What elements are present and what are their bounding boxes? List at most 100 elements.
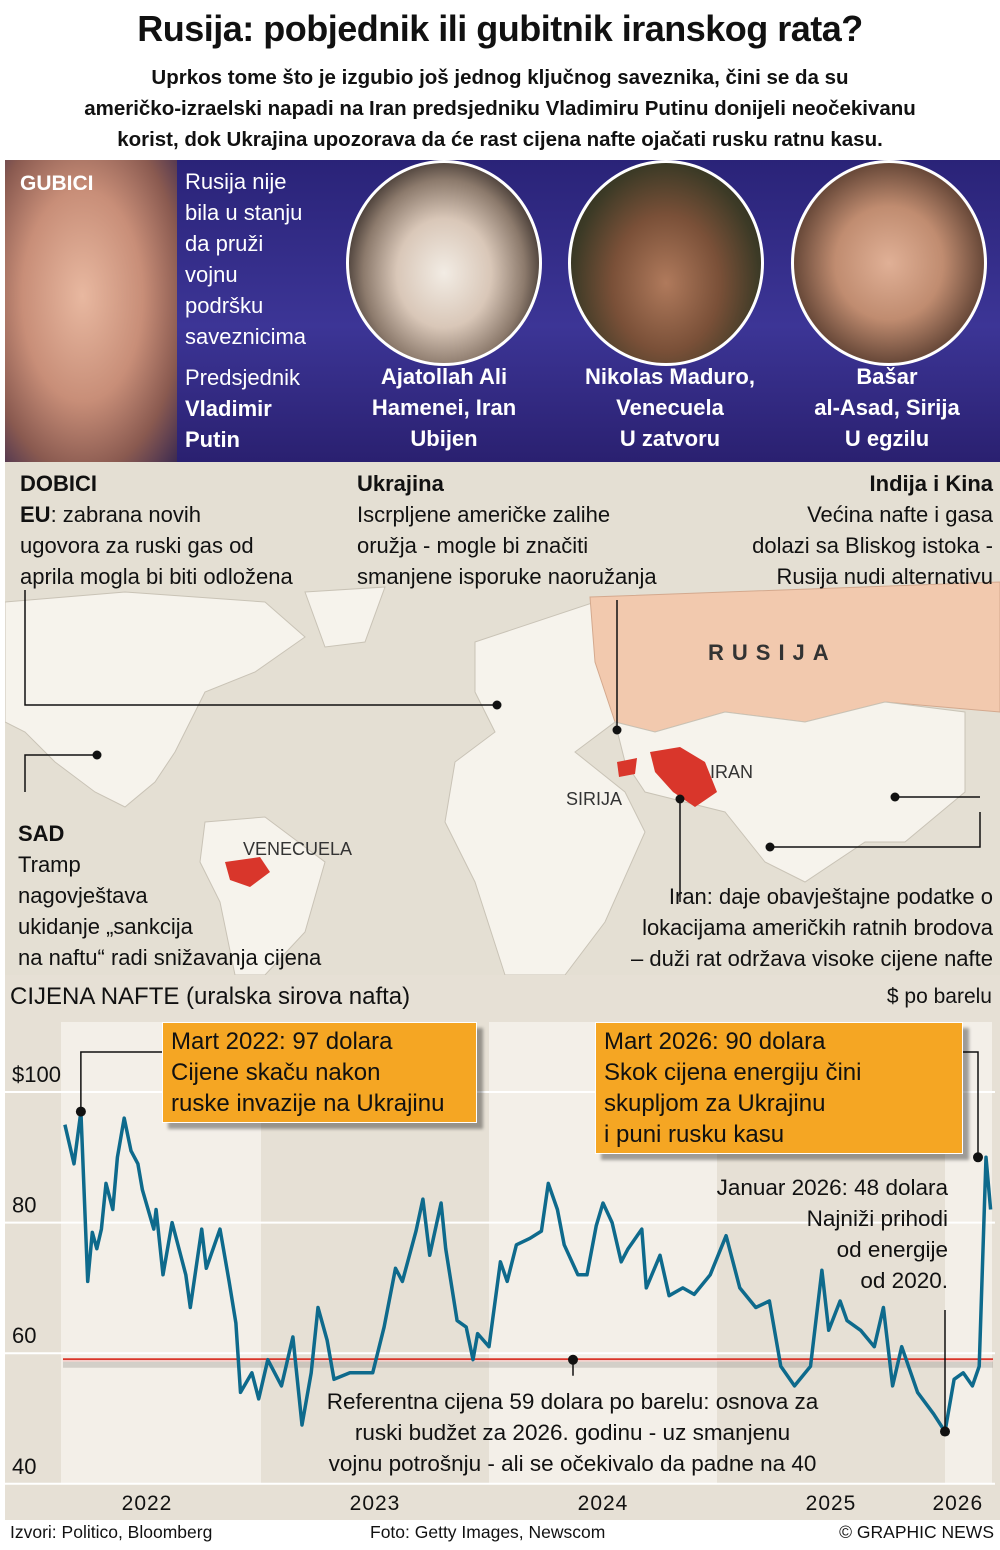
page-title: Rusija: pobjednik ili gubitnik iranskog … xyxy=(137,8,863,49)
losses-label: GUBICI xyxy=(20,172,94,195)
annotation-box-2026: Mart 2026: 90 dolara Skok cijena energij… xyxy=(595,1022,963,1154)
text-line: Putin xyxy=(185,427,240,452)
assad-caption: Bašar al-Asad, Sirija U egzilu xyxy=(777,361,997,454)
y-tick-label: 60 xyxy=(12,1323,36,1348)
text-line: Bašar xyxy=(856,364,918,389)
text-line: Cijene skaču nakon xyxy=(171,1059,381,1086)
text-line: Rusija nudi alternativu xyxy=(776,564,993,589)
text-line: dolazi sa Bliskog istoka - xyxy=(752,533,993,558)
text-line: ugovora za ruski gas od xyxy=(20,533,254,558)
text-line: skupljom za Ukrajinu xyxy=(604,1090,826,1117)
leader-lines xyxy=(24,590,981,902)
text-line: vojnu xyxy=(185,262,238,287)
text-line: : zabrana novih xyxy=(50,502,201,527)
venezuela-shape xyxy=(225,857,270,887)
eu-label: EU xyxy=(20,502,51,527)
text-line: Većina nafte i gasa xyxy=(807,502,993,527)
iran-text: Iran: daje obavještajne podatke o lokaci… xyxy=(631,881,993,974)
subtitle-line: američko-izraelski napadi na Iran predsj… xyxy=(84,97,916,120)
maduro-caption: Nikolas Maduro, Venecuela U zatvoru xyxy=(560,361,780,454)
text-line: ruski budžet za 2026. godinu - uz smanje… xyxy=(354,1420,791,1445)
text-line: i puni rusku kasu xyxy=(604,1121,785,1148)
india-china-text: Indija i Kina Većina nafte i gasa dolazi… xyxy=(752,468,993,592)
text-line: lokacijama američkih ratnih brodova xyxy=(642,915,993,940)
text-line: od energije xyxy=(836,1237,948,1262)
text-line: Mart 2026: 90 dolara xyxy=(604,1028,826,1055)
text-line: Rusija nije xyxy=(185,169,287,194)
gains-label: DOBICI xyxy=(20,471,97,496)
x-tick-labels: 2022 2023 2024 2025 2026 xyxy=(122,1492,983,1515)
chart-unit: $ po barelu xyxy=(886,985,992,1008)
text-line: od 2020. xyxy=(860,1268,948,1293)
text-line: aprila mogla bi biti odložena xyxy=(20,564,293,589)
x-tick-label: 2023 xyxy=(350,1492,401,1515)
text-line: – duži rat održava visoke cijene nafte xyxy=(631,946,993,971)
y-tick-label: 40 xyxy=(12,1454,36,1479)
sources: Izvori: Politico, Bloomberg xyxy=(10,1522,213,1542)
ukraine-text: Ukrajina Iscrpljene američke zalihe oruž… xyxy=(357,468,657,592)
text-line: Referentna cijena 59 dolara po barelu: o… xyxy=(326,1389,819,1414)
map-shapes xyxy=(4,581,1000,976)
usa-title: SAD xyxy=(18,821,65,846)
maduro-photo xyxy=(568,160,764,366)
gridlines xyxy=(5,1091,995,1485)
syria-shape xyxy=(617,758,637,777)
footer: Izvori: Politico, Bloomberg Foto: Getty … xyxy=(0,1520,1000,1550)
text-line: oružja - mogle bi značiti xyxy=(357,533,589,558)
text-line: al-Asad, Sirija xyxy=(814,395,960,420)
north-america xyxy=(4,591,306,808)
annotation-leaders xyxy=(80,1051,979,1432)
x-tick-label: 2022 xyxy=(122,1492,173,1515)
dot-2026-peak xyxy=(973,1152,983,1163)
india-china-title: Indija i Kina xyxy=(869,471,993,496)
text-line: Iran: daje obavještajne podatke o xyxy=(668,884,993,909)
text-line: da pruži xyxy=(185,231,264,256)
price-line xyxy=(63,1109,993,1434)
map-dots xyxy=(92,700,900,852)
usa-text: SAD Tramp nagovještava ukidanje „sankcij… xyxy=(18,818,321,973)
x-tick-label: 2024 xyxy=(578,1492,629,1515)
text-line: Hamenei, Iran xyxy=(371,395,517,420)
text-line: U egzilu xyxy=(844,426,930,451)
x-tick-label: 2025 xyxy=(806,1492,857,1515)
text-line: Januar 2026: 48 dolara xyxy=(716,1175,948,1200)
khamenei-caption: Ajatollah Ali Hamenei, Iran Ubijen xyxy=(334,361,554,454)
text-line: nagovještava xyxy=(18,883,148,908)
russia-label: RUSIJA xyxy=(708,640,837,665)
losses-text: Rusija nije bila u stanju da pruži vojnu… xyxy=(185,166,306,352)
text-line: Tramp xyxy=(18,852,81,877)
subtitle-line: Uprkos tome što je izgubio još jednog kl… xyxy=(151,66,849,89)
x-tick-label: 2026 xyxy=(932,1492,983,1515)
text-line: vojnu potrošnju - ali se očekivalo da pa… xyxy=(328,1451,817,1476)
khamenei-photo xyxy=(346,160,542,366)
greenland xyxy=(304,586,386,648)
annotation-jan-2026: Januar 2026: 48 dolara Najniži prihodi o… xyxy=(717,1172,948,1296)
syria-label: SIRIJA xyxy=(566,789,623,809)
annotation-box-2022: Mart 2022: 97 dolara Cijene skaču nakon … xyxy=(162,1022,477,1123)
dot-reference xyxy=(568,1354,578,1365)
text-line: smanjene isporuke naoružanja xyxy=(357,564,657,589)
ukraine-title: Ukrajina xyxy=(357,471,444,496)
reference-annotation: Referentna cijena 59 dolara po barelu: o… xyxy=(250,1386,895,1479)
eu-text: EU: zabrana novih ugovora za ruski gas o… xyxy=(20,499,293,592)
world-map xyxy=(4,462,1000,976)
y-tick-labels: $100 80 60 40 xyxy=(12,1062,61,1479)
iran-label: IRAN xyxy=(710,762,754,782)
text-line: Nikolas Maduro, xyxy=(585,364,755,389)
y-tick-label: 80 xyxy=(12,1193,36,1218)
text-line: saveznicima xyxy=(185,324,307,349)
putin-photo xyxy=(5,160,177,462)
text-line: bila u stanju xyxy=(185,200,303,225)
text-line: Mart 2022: 97 dolara xyxy=(171,1028,393,1055)
photo-credit: Foto: Getty Images, Newscom xyxy=(370,1522,606,1542)
copyright: © GRAPHIC NEWS xyxy=(839,1522,994,1542)
x-axis-band xyxy=(5,1485,1000,1520)
text-line: Vladimir xyxy=(185,396,272,421)
venezuela-label: VENECUELA xyxy=(243,839,353,859)
asia xyxy=(614,701,966,883)
subtitle-line: korist, dok Ukrajina upozorava da će ras… xyxy=(117,128,883,151)
y-tick-label: $100 xyxy=(12,1062,61,1087)
putin-caption: Predsjednik Vladimir Putin xyxy=(185,362,300,455)
leader-2022 xyxy=(80,1051,162,1112)
text-line: Iscrpljene američke zalihe xyxy=(357,502,611,527)
